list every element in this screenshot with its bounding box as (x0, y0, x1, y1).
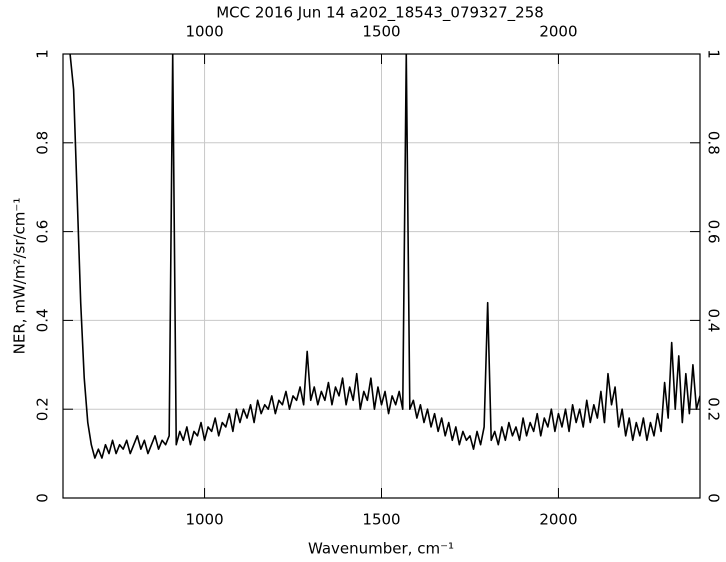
y-tick-label: 1 (34, 49, 52, 59)
x-tick-label: 2000 (539, 511, 577, 529)
x-tick-label-top: 1000 (185, 23, 223, 41)
x-tick-label: 1000 (185, 511, 223, 529)
chart-title: MCC 2016 Jun 14 a202_18543_079327_258 (216, 4, 544, 23)
spectrum-line (69, 54, 700, 459)
x-tick-label-top: 2000 (539, 23, 577, 41)
y-tick-label-right: 0.2 (705, 397, 723, 421)
y-axis-label: NER, mW/m²/sr/cm⁻¹ (11, 198, 29, 355)
y-tick-label-right: 0 (705, 493, 723, 503)
x-axis-label: Wavenumber, cm⁻¹ (308, 540, 454, 558)
y-tick-label-right: 0.8 (705, 131, 723, 155)
y-tick-label: 0.8 (34, 131, 52, 155)
y-tick-label: 0.4 (34, 308, 52, 332)
y-tick-label-right: 0.6 (705, 220, 723, 244)
y-tick-label: 0.2 (34, 397, 52, 421)
y-tick-label-right: 1 (705, 49, 723, 59)
y-tick-label: 0.6 (34, 220, 52, 244)
plot-frame (62, 53, 701, 499)
x-tick-label: 1500 (362, 511, 400, 529)
y-tick-label-right: 0.4 (705, 308, 723, 332)
x-tick-label-top: 1500 (362, 23, 400, 41)
y-tick-label: 0 (34, 493, 52, 503)
